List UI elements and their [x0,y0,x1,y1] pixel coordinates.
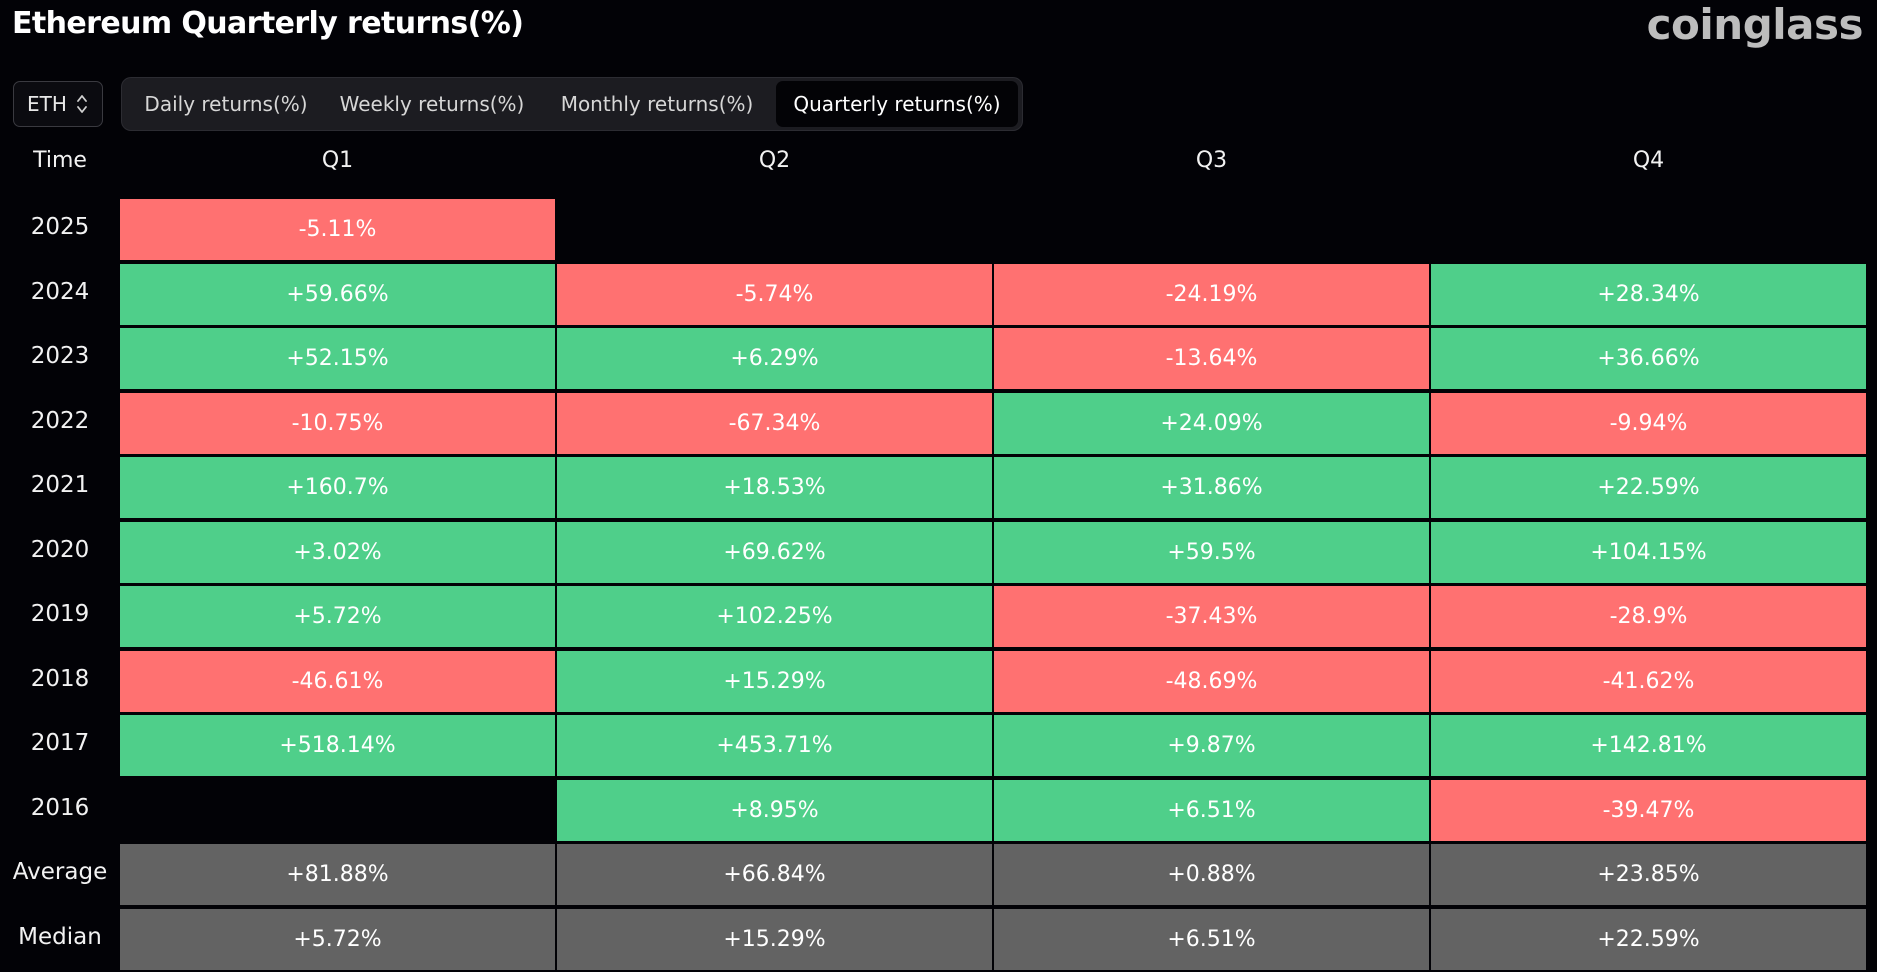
return-cell: -24.19% [994,263,1429,325]
tab-quarterly-returns[interactable]: Quarterly returns(%) [776,81,1018,127]
row-label-median: Median [18,923,102,950]
column-header-q3: Q3 [1195,148,1228,173]
row-label-2021: 2021 [30,472,90,498]
return-cell: +0.88% [994,844,1429,905]
symbol-select[interactable]: ETH [13,81,103,127]
return-cell: +31.86% [994,457,1429,518]
return-cell: -46.61% [120,650,555,712]
return-cell: -48.69% [994,650,1429,712]
return-cell: +59.66% [120,263,555,325]
return-cell: +52.15% [120,328,555,389]
coinglass-logo: coinglass [1646,0,1864,49]
return-cell: +102.25% [557,586,992,647]
return-cell: -28.9% [1431,586,1866,647]
page-title: Ethereum Quarterly returns(%) [12,6,524,41]
row-label-2024: 2024 [30,278,90,305]
tab-monthly-returns[interactable]: Monthly returns(%) [560,92,754,116]
return-cell: +6.51% [994,779,1429,841]
return-cell: +453.71% [557,715,992,776]
return-cell: +23.85% [1431,844,1866,905]
return-cell: -13.64% [994,328,1429,389]
return-cell: +5.72% [120,908,555,970]
return-cell: +160.7% [120,457,555,518]
tab-weekly-returns[interactable]: Weekly returns(%) [339,92,525,116]
symbol-select-value: ETH [27,92,67,116]
row-label-average: Average [12,859,108,885]
column-header-q2: Q2 [758,148,791,173]
return-cell: -37.43% [994,586,1429,647]
row-label-2019: 2019 [30,601,90,627]
return-cell: -5.11% [120,199,555,260]
return-cell: +3.02% [120,521,555,583]
returns-tabs: Daily returns(%) Weekly returns(%) Month… [121,77,1023,131]
chevron-up-down-icon [76,93,88,115]
return-cell: -41.62% [1431,650,1866,712]
return-cell: +9.87% [994,715,1429,776]
row-label-2025: 2025 [30,214,90,240]
return-cell: +142.81% [1431,715,1866,776]
return-cell: +18.53% [557,457,992,518]
column-header-time: Time [33,148,87,173]
return-cell: +15.29% [557,908,992,970]
row-label-2018: 2018 [30,665,90,692]
return-cell: +81.88% [120,844,555,905]
column-header-q1: Q1 [321,148,354,173]
return-cell: +59.5% [994,521,1429,583]
tab-daily-returns[interactable]: Daily returns(%) [144,92,308,116]
return-cell: +22.59% [1431,457,1866,518]
return-cell: -10.75% [120,392,555,454]
return-cell: +69.62% [557,521,992,583]
return-cell: +15.29% [557,650,992,712]
return-cell: -5.74% [557,263,992,325]
row-label-2022: 2022 [30,407,90,434]
return-cell: +8.95% [557,779,992,841]
return-cell: +518.14% [120,715,555,776]
row-label-2020: 2020 [30,536,90,563]
return-cell: +104.15% [1431,521,1866,583]
return-cell: +36.66% [1431,328,1866,389]
return-cell: +22.59% [1431,908,1866,970]
column-header-q4: Q4 [1632,148,1665,173]
return-cell: -67.34% [557,392,992,454]
return-cell: +66.84% [557,844,992,905]
return-cell: -39.47% [1431,779,1866,841]
return-cell: +6.29% [557,328,992,389]
row-label-2023: 2023 [30,343,90,369]
return-cell: +5.72% [120,586,555,647]
row-label-2016: 2016 [30,794,90,821]
return-cell: +6.51% [994,908,1429,970]
return-cell: -9.94% [1431,392,1866,454]
return-cell: +28.34% [1431,263,1866,325]
row-label-2017: 2017 [30,730,90,756]
return-cell: +24.09% [994,392,1429,454]
